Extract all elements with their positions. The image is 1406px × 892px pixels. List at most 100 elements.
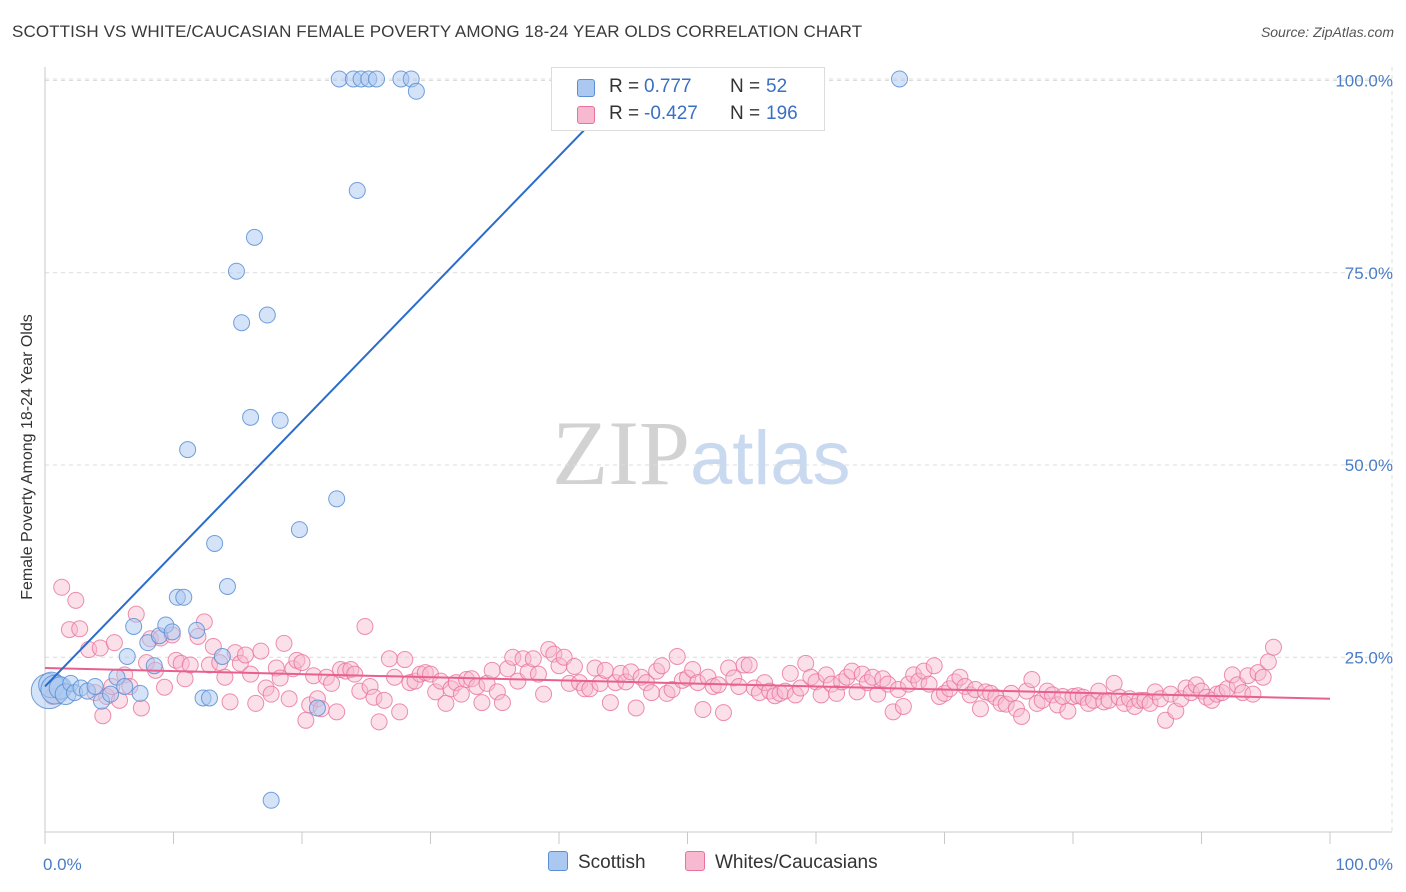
legend-r-label: R = — [609, 103, 640, 124]
point-whites — [105, 634, 123, 652]
point-whites — [242, 665, 260, 683]
point-whites — [1244, 685, 1262, 703]
point-scottish — [290, 521, 308, 539]
source-label: Source: ZipAtlas.com — [1260, 24, 1394, 40]
point-whites — [684, 661, 702, 679]
point-whites — [457, 671, 475, 689]
point-scottish — [206, 534, 224, 552]
legend-label-whites: Whites/Caucasians — [715, 852, 878, 873]
point-whites — [761, 682, 779, 700]
point-whites — [648, 662, 666, 680]
point-whites — [356, 617, 374, 635]
point-whites — [452, 685, 470, 703]
point-whites — [1254, 668, 1272, 686]
legend-label-scottish: Scottish — [578, 852, 646, 873]
point-whites — [181, 656, 199, 674]
point-whites — [1264, 638, 1282, 656]
point-whites — [1249, 664, 1267, 682]
legend-r-label: R = — [609, 76, 640, 97]
point-scottish — [328, 490, 346, 508]
point-whites — [275, 634, 293, 652]
point-whites — [853, 665, 871, 683]
point-whites — [550, 657, 568, 675]
point-whites — [132, 699, 150, 717]
y-tick-label: 50.0% — [1345, 456, 1393, 475]
legend-r-value: 0.777 — [644, 76, 692, 97]
point-whites — [535, 685, 553, 703]
point-whites — [822, 675, 840, 693]
point-scottish — [245, 228, 263, 246]
point-whites — [884, 703, 902, 721]
point-whites — [1049, 696, 1067, 714]
legend-r-value: -0.427 — [644, 103, 698, 124]
point-whites — [971, 700, 989, 718]
point-whites — [1131, 691, 1149, 709]
point-scottish — [175, 588, 193, 606]
point-whites — [894, 697, 912, 715]
point-whites — [53, 578, 71, 596]
point-whites — [514, 650, 532, 668]
y-tick-label: 100.0% — [1335, 72, 1393, 91]
point-scottish — [242, 408, 260, 426]
point-whites — [1023, 671, 1041, 689]
point-scottish — [213, 647, 231, 665]
point-whites — [622, 663, 640, 681]
point-whites — [1059, 702, 1077, 720]
legend-n-label: N = — [730, 103, 761, 124]
point-scottish — [200, 689, 218, 707]
point-whites — [679, 669, 696, 687]
point-whites — [643, 684, 661, 702]
point-whites — [792, 679, 810, 697]
point-whites — [1013, 707, 1031, 725]
point-whites — [375, 691, 393, 709]
point-scottish — [227, 262, 245, 280]
point-whites — [730, 677, 748, 695]
point-whites — [817, 666, 835, 684]
point-whites — [361, 677, 379, 695]
point-whites — [437, 694, 455, 712]
point-scottish — [118, 647, 136, 665]
point-whites — [328, 703, 346, 721]
legend-n-value: 52 — [766, 76, 788, 97]
point-whites — [869, 685, 887, 703]
point-whites — [627, 699, 645, 717]
legend-swatch-whites — [685, 851, 705, 871]
point-whites — [493, 694, 511, 712]
point-whites — [781, 664, 799, 682]
point-scottish — [348, 181, 366, 199]
point-whites — [267, 659, 285, 677]
point-whites — [323, 674, 341, 692]
point-scottish — [891, 70, 909, 88]
correlation-legend: R = 0.777 N = 52 R = -0.427 N = 196 — [551, 67, 825, 131]
point-scottish — [116, 677, 134, 695]
point-scottish — [179, 441, 197, 459]
point-scottish — [258, 306, 276, 324]
bottom-legend-scottish[interactable]: Scottish — [548, 851, 646, 874]
bottom-legend-whites[interactable]: Whites/Caucasians — [685, 851, 878, 874]
point-whites — [951, 668, 969, 686]
point-whites — [396, 651, 414, 669]
y-tick-label: 75.0% — [1345, 264, 1393, 283]
point-scottish — [131, 684, 149, 702]
point-whites — [874, 670, 892, 688]
point-scottish — [262, 791, 280, 809]
point-whites — [735, 656, 753, 674]
point-whites — [653, 657, 671, 675]
point-scottish — [368, 70, 386, 88]
point-scottish — [308, 699, 326, 717]
point-whites — [236, 646, 254, 664]
y-tick-label: 25.0% — [1345, 648, 1393, 667]
point-whites — [252, 642, 270, 660]
chart-title: SCOTTISH VS WHITE/CAUCASIAN FEMALE POVER… — [12, 22, 863, 41]
point-whites — [365, 688, 383, 706]
point-whites — [591, 674, 609, 692]
point-whites — [280, 690, 298, 708]
legend-swatch-scottish — [548, 851, 568, 871]
point-whites — [305, 667, 323, 685]
point-whites — [694, 701, 712, 719]
point-whites — [483, 661, 501, 679]
point-whites — [1028, 694, 1046, 712]
point-whites — [1223, 666, 1241, 684]
point-whites — [992, 694, 1010, 712]
